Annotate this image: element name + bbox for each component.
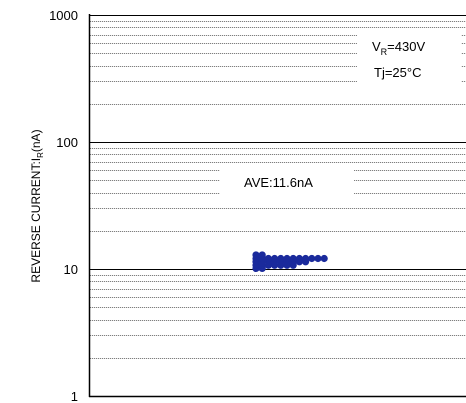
data-point [289,254,297,263]
data-point [271,254,279,263]
data-point [314,254,322,263]
gridlines [90,15,466,397]
y-axis-title: REVERSE CURRENT:IR(nA) [29,129,45,282]
data-point [320,254,328,263]
data-point [277,254,285,263]
data-point [258,251,266,259]
y-tick-label: 1 [71,389,78,403]
condition-label-background [357,30,461,86]
y-tick-labels: 1 10 100 1000 [49,8,78,403]
average-label-background [220,170,354,194]
data-point [295,254,303,263]
data-points [252,251,328,273]
y-tick-label: 100 [56,135,78,150]
data-point [308,254,316,263]
data-point [283,254,291,263]
y-tick-label: 1000 [49,8,78,23]
average-label: AVE:11.6nA [244,175,313,190]
data-point [302,254,310,263]
data-point [264,254,272,263]
condition-voltage-label: VR=430V [372,39,425,57]
data-point [252,251,260,259]
y-tick-label: 10 [64,262,78,277]
condition-temperature-label: Tj=25°C [374,65,421,80]
